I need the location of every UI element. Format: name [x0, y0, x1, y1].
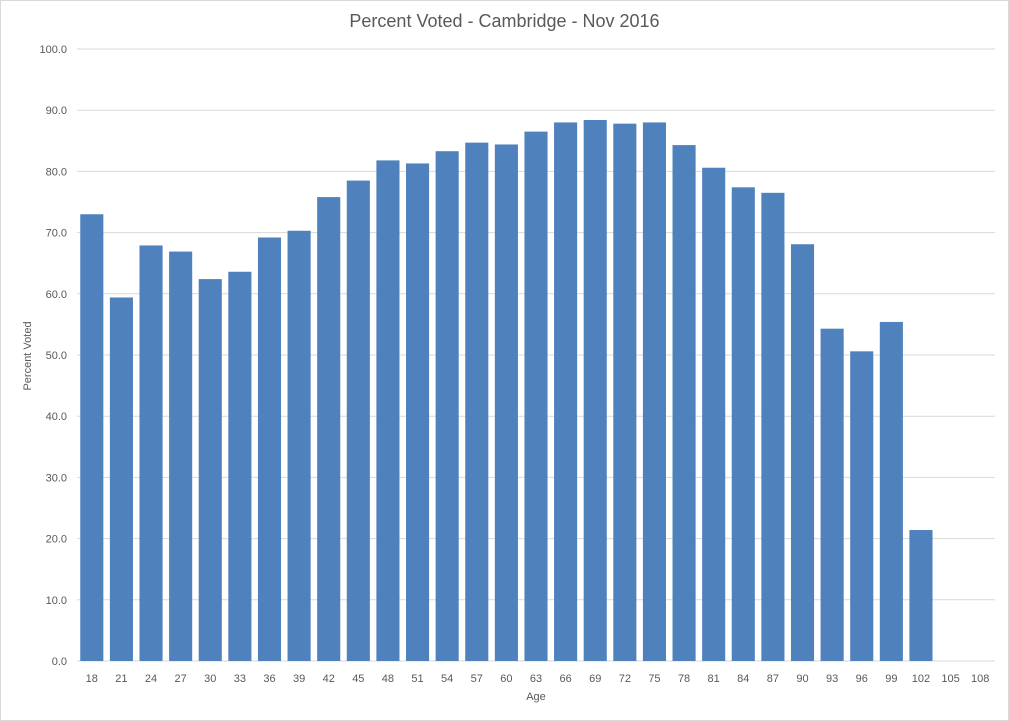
- x-tick-label: 45: [352, 673, 364, 685]
- bar-age-30: [198, 279, 222, 661]
- bar-age-54: [435, 151, 459, 662]
- y-tick-labels: 0.0 10.0 20.0 30.0 40.0 50.0 60.0 70.0 80.0 90.0 1…: [39, 44, 67, 668]
- bar-age-102: [909, 530, 933, 661]
- x-tick-label: 69: [589, 673, 601, 685]
- bar-age-21: [109, 297, 133, 661]
- x-tick-label: 66: [559, 673, 571, 685]
- bar-age-63: [524, 131, 548, 661]
- bar-age-33: [228, 271, 252, 661]
- y-tick-label: 60.0: [46, 289, 67, 301]
- y-tick-label: 80.0: [46, 166, 67, 178]
- bar-age-93: [820, 328, 844, 661]
- x-tick-labels: 18 21 24 27 30 33 36 39 42 45 48 51 54 57 60 63 66 69 72 75…: [86, 673, 990, 685]
- y-tick-label: 30.0: [46, 472, 67, 484]
- bar-age-45: [346, 180, 370, 661]
- bar-age-51: [405, 163, 430, 661]
- x-tick-label: 48: [382, 673, 394, 685]
- x-tick-label: 72: [619, 673, 631, 685]
- bar-age-75: [642, 122, 667, 661]
- x-tick-label: 99: [885, 673, 897, 685]
- x-tick-label: 63: [530, 673, 542, 685]
- bar-age-90: [790, 244, 815, 661]
- x-tick-label: 93: [826, 673, 838, 685]
- bar-age-27: [169, 251, 193, 661]
- x-tick-label: 57: [471, 673, 483, 685]
- y-tick-label: 10.0: [46, 595, 67, 607]
- x-tick-label: 105: [941, 673, 959, 685]
- bar-age-81: [702, 167, 726, 661]
- bar-age-24: [139, 245, 163, 661]
- x-tick-label: 36: [263, 673, 275, 685]
- x-tick-label: 27: [175, 673, 187, 685]
- x-tick-label: 96: [856, 673, 868, 685]
- x-tick-label: 39: [293, 673, 305, 685]
- x-tick-label: 108: [971, 673, 989, 685]
- y-tick-label: 0.0: [52, 656, 67, 668]
- y-axis-title: Percent Voted: [22, 321, 34, 390]
- x-tick-label: 75: [648, 673, 660, 685]
- y-tick-label: 70.0: [46, 228, 67, 240]
- bar-age-84: [731, 187, 755, 661]
- chart-title: Percent Voted - Cambridge - Nov 2016: [349, 11, 660, 31]
- x-tick-label: 42: [323, 673, 335, 685]
- y-tick-label: 90.0: [46, 105, 67, 117]
- x-tick-label: 81: [708, 673, 720, 685]
- y-tick-label: 20.0: [46, 534, 67, 546]
- bar-age-60: [494, 144, 518, 662]
- x-tick-label: 21: [115, 673, 127, 685]
- bar-age-57: [465, 142, 489, 662]
- y-tick-label: 50.0: [46, 350, 67, 362]
- bars: [80, 119, 933, 662]
- x-axis-title: Age: [526, 691, 546, 703]
- x-tick-label: 54: [441, 673, 453, 685]
- x-tick-label: 51: [411, 673, 423, 685]
- bar-age-96: [850, 351, 874, 661]
- x-tick-label: 78: [678, 673, 690, 685]
- bar-age-18: [80, 214, 104, 662]
- bar-age-69: [583, 119, 607, 661]
- bar-age-72: [613, 123, 637, 661]
- x-tick-label: 84: [737, 673, 749, 685]
- x-tick-label: 18: [86, 673, 98, 685]
- bar-age-42: [317, 197, 341, 661]
- x-tick-label: 60: [500, 673, 512, 685]
- bar-age-66: [554, 122, 578, 661]
- bar-age-36: [257, 237, 282, 661]
- bar-age-39: [287, 230, 311, 661]
- y-tick-label: 40.0: [46, 411, 67, 423]
- x-tick-label: 24: [145, 673, 157, 685]
- y-tick-label: 100.0: [39, 44, 67, 56]
- x-tick-label: 102: [912, 673, 930, 685]
- bar-age-87: [761, 192, 785, 661]
- bar-age-48: [376, 160, 400, 661]
- x-tick-label: 87: [767, 673, 779, 685]
- x-tick-label: 90: [796, 673, 808, 685]
- x-tick-label: 33: [234, 673, 246, 685]
- x-tick-label: 30: [204, 673, 216, 685]
- bar-age-78: [672, 145, 696, 662]
- bar-age-99: [879, 321, 903, 661]
